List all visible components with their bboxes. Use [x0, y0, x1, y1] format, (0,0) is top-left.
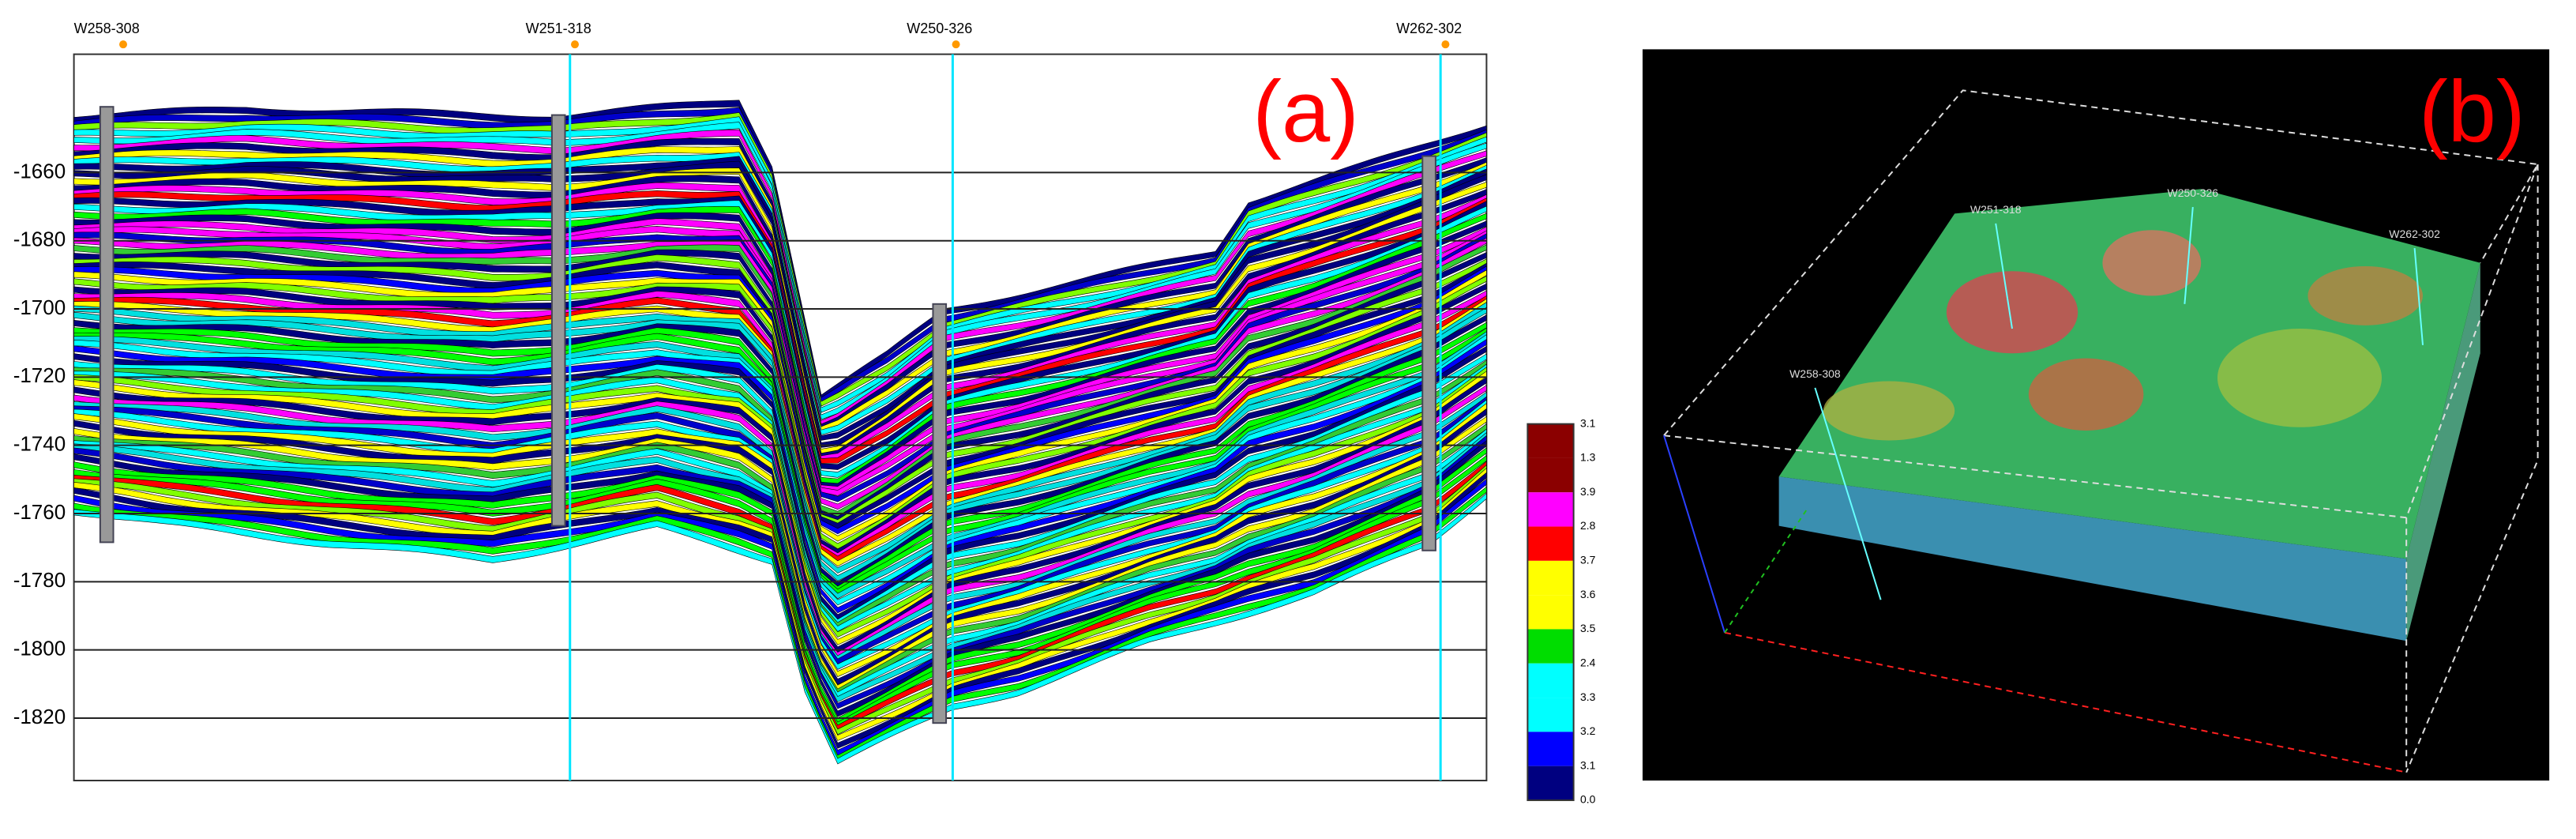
layer — [73, 385, 1487, 658]
well-name: W251-318 — [1970, 203, 2022, 216]
box-edge — [1724, 631, 2407, 773]
colorbar-label: 3.3 — [1580, 690, 1596, 703]
colorbar-label: 2.4 — [1580, 656, 1596, 668]
colorbar-swatch — [1527, 457, 1574, 493]
colorbar-label: 3.9 — [1580, 485, 1596, 498]
well-name: W250-326 — [2168, 186, 2219, 199]
well-name: W258-308 — [74, 21, 140, 36]
model-side — [2406, 262, 2480, 641]
colorbar-swatch — [1527, 766, 1574, 800]
layer — [73, 200, 1487, 478]
colorbar-swatch — [1527, 423, 1574, 458]
depth-label: -1780 — [13, 568, 66, 592]
layer — [73, 478, 1487, 756]
colorbar-swatch — [1527, 526, 1574, 561]
panel-label: (a) — [1252, 63, 1358, 160]
colorbar-label: 2.8 — [1580, 519, 1596, 532]
well-marker — [571, 40, 579, 49]
colorbar-label: 3.7 — [1580, 554, 1596, 566]
colorbar-label: 3.5 — [1580, 622, 1596, 634]
layer — [73, 167, 1487, 454]
layer — [73, 314, 1487, 588]
well-name: W262-302 — [1396, 21, 1462, 36]
panel-label: (b) — [2419, 63, 2525, 160]
depth-label: -1740 — [13, 432, 66, 456]
depth-label: -1680 — [13, 228, 66, 251]
surface-patch — [2102, 230, 2202, 296]
box-edge — [2405, 164, 2539, 773]
layer — [73, 408, 1487, 685]
surface-patch — [1823, 381, 1955, 441]
colorbar-label: 3.1 — [1580, 416, 1596, 429]
colorbar-label: 0.0 — [1580, 793, 1596, 806]
colorbar-frame — [1526, 423, 1575, 801]
layer — [73, 353, 1487, 626]
layer — [73, 307, 1487, 581]
well-marker — [1441, 40, 1450, 49]
colorbar-label: 3.1 — [1580, 758, 1596, 771]
model-side — [1778, 476, 2407, 641]
layer — [73, 447, 1487, 724]
well-name: W262-302 — [2389, 228, 2440, 240]
depth-label: -1800 — [13, 637, 66, 660]
colorbar-swatch — [1527, 492, 1574, 527]
surface-patch — [2028, 358, 2144, 431]
layer — [73, 160, 1487, 448]
well-marker — [119, 40, 127, 49]
surface-patch — [1946, 271, 2078, 354]
box-edge — [2184, 206, 2194, 304]
colorbar-label: 1.3 — [1580, 451, 1596, 464]
colorbar-label: 3.2 — [1580, 724, 1596, 737]
layer — [73, 377, 1487, 653]
box-edge — [1724, 509, 1808, 634]
surface-patch — [2217, 329, 2382, 427]
colorbar-swatch — [1527, 698, 1574, 732]
well-name: W250-326 — [907, 21, 972, 36]
colorbar-swatch — [1527, 629, 1574, 664]
colorbar-label: 3.6 — [1580, 588, 1596, 600]
layer — [73, 156, 1487, 441]
well-marker — [952, 40, 960, 49]
well-name: W258-308 — [1789, 367, 1841, 380]
surface-patch — [2308, 265, 2423, 325]
layer — [73, 116, 1487, 413]
layer — [73, 416, 1487, 691]
depth-label: -1820 — [13, 705, 66, 728]
layer — [73, 212, 1487, 489]
colorbar-swatch — [1527, 560, 1574, 596]
well — [550, 114, 566, 527]
well — [932, 303, 948, 724]
box-edge — [1663, 89, 2540, 436]
layer — [73, 454, 1487, 728]
layer — [73, 486, 1487, 762]
well — [99, 106, 115, 544]
box-edge — [1663, 435, 1725, 634]
box-edge — [2413, 247, 2424, 345]
colorbar-swatch — [1527, 663, 1574, 698]
panel-a: -1660 -1680 -1700 -1720 -1740 -1760 -1780 -1800… — [13, 21, 1488, 781]
colorbar-swatch — [1527, 595, 1574, 630]
layer — [73, 249, 1487, 522]
layer — [73, 122, 1487, 420]
layer — [73, 244, 1487, 517]
panel-b: W258-308 W251-318 W250-326 W262-302 (b) — [1643, 49, 2550, 781]
layer — [73, 275, 1487, 550]
depth-label: -1700 — [13, 295, 66, 319]
layer — [73, 205, 1487, 485]
colorbar-swatch — [1527, 732, 1574, 766]
colorbar: 3.1 1.3 3.9 2.8 3.7 3.6 3.5 2.4 3.3 3.2 3.1 0.0 — [1526, 416, 1596, 806]
well-name: W251-318 — [526, 21, 591, 36]
box-edge — [1814, 387, 1882, 600]
layer — [73, 492, 1487, 765]
well — [1421, 155, 1436, 551]
depth-label: -1760 — [13, 500, 66, 524]
layer — [73, 129, 1487, 426]
depth-label: -1720 — [13, 363, 66, 387]
box-edge — [1995, 223, 2013, 329]
depth-label: -1660 — [13, 159, 66, 182]
